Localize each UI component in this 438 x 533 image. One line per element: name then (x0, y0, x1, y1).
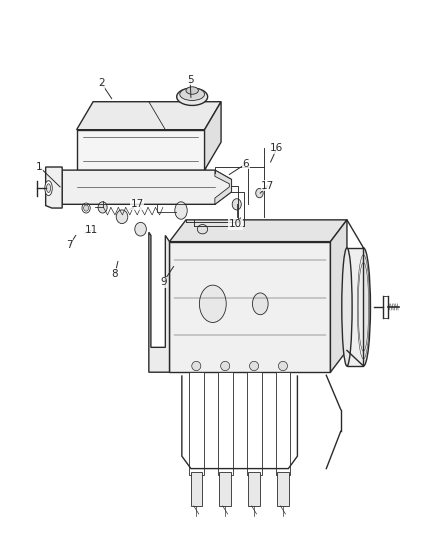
Ellipse shape (98, 202, 107, 213)
Ellipse shape (256, 189, 263, 198)
Ellipse shape (186, 87, 198, 94)
Ellipse shape (135, 222, 146, 236)
Text: 17: 17 (261, 181, 274, 191)
Ellipse shape (221, 361, 230, 370)
Polygon shape (77, 102, 221, 130)
Polygon shape (170, 220, 347, 241)
Ellipse shape (199, 285, 226, 322)
Ellipse shape (198, 224, 208, 234)
Bar (219, 472, 231, 506)
Text: 2: 2 (98, 78, 105, 88)
Ellipse shape (192, 361, 201, 370)
Ellipse shape (250, 361, 258, 370)
Text: 7: 7 (66, 240, 73, 250)
Bar (248, 472, 260, 506)
Ellipse shape (175, 202, 187, 219)
Text: 1: 1 (36, 162, 43, 172)
Text: 5: 5 (187, 75, 194, 85)
Ellipse shape (357, 248, 371, 366)
Text: 16: 16 (270, 143, 283, 154)
Bar (277, 472, 289, 506)
Polygon shape (62, 170, 231, 204)
Ellipse shape (252, 293, 268, 314)
Polygon shape (46, 167, 62, 208)
Ellipse shape (45, 181, 52, 196)
Bar (191, 472, 202, 506)
Ellipse shape (84, 205, 88, 211)
Bar (189, 372, 204, 475)
Ellipse shape (180, 88, 205, 100)
Text: 17: 17 (131, 199, 144, 209)
Polygon shape (330, 220, 347, 372)
Polygon shape (215, 170, 231, 204)
Text: 10: 10 (229, 219, 242, 229)
Bar (170, 241, 330, 372)
Bar (276, 372, 290, 475)
Ellipse shape (279, 361, 287, 370)
Ellipse shape (342, 248, 352, 366)
Text: 6: 6 (243, 159, 249, 169)
Ellipse shape (177, 88, 208, 106)
Ellipse shape (46, 184, 51, 192)
Bar (247, 372, 261, 475)
Text: 11: 11 (85, 225, 98, 236)
Text: 9: 9 (160, 277, 166, 287)
Ellipse shape (116, 210, 128, 224)
Polygon shape (149, 232, 170, 372)
Polygon shape (205, 102, 221, 170)
Bar (218, 372, 233, 475)
Ellipse shape (82, 203, 90, 213)
Polygon shape (77, 130, 205, 170)
Bar (347, 248, 364, 366)
Ellipse shape (232, 199, 241, 210)
Text: 8: 8 (112, 269, 118, 279)
